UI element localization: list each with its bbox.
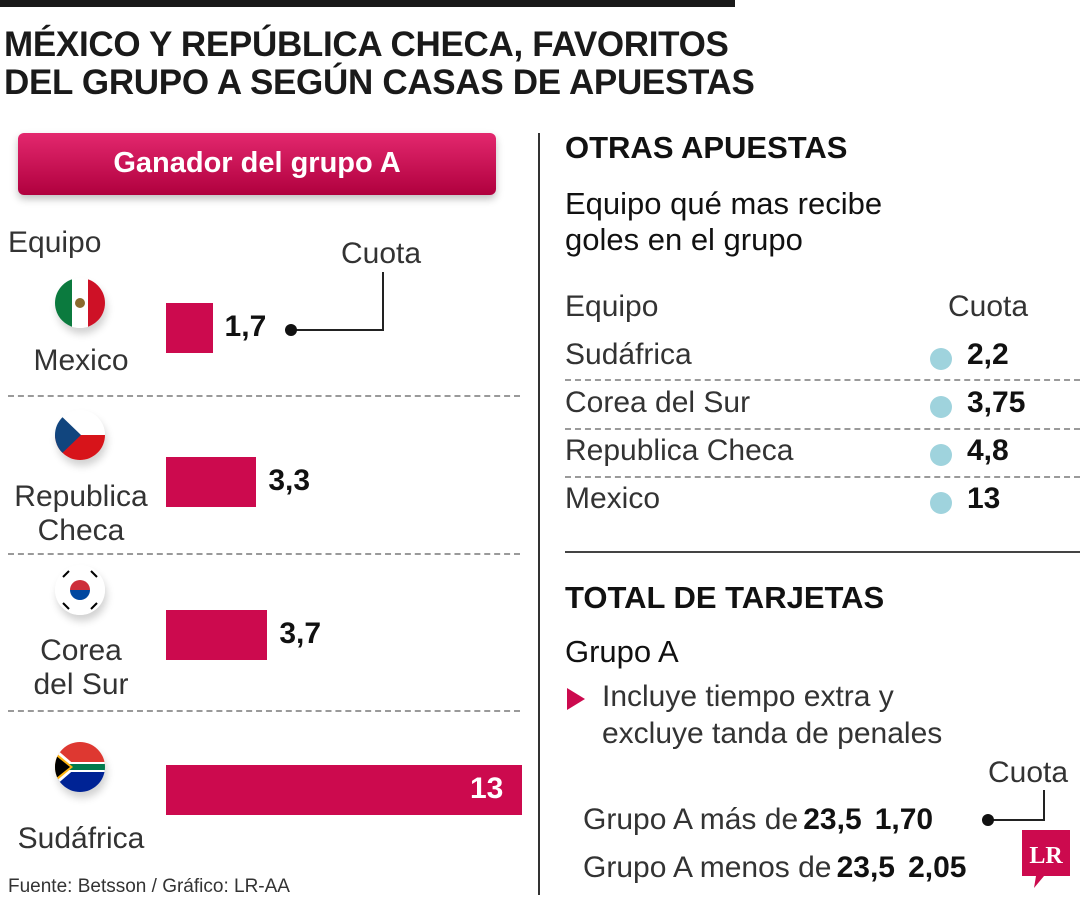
category-label: Sudáfrica: [17, 822, 145, 855]
bar-chart: 1,7 Mexico 3,3 Republica Checa 3,7 Corea del Su…: [14, 278, 522, 855]
divider: [8, 710, 520, 712]
otras-col-team: Equipo: [565, 290, 659, 323]
lr-logo: LR: [1022, 830, 1070, 888]
top-rule: [0, 0, 735, 7]
divider: [565, 379, 1080, 381]
category-header: Equipo: [8, 226, 102, 259]
chart-title: Ganador del grupo A: [113, 147, 401, 179]
odds-dot: [930, 396, 952, 418]
chart-title-banner: Ganador del grupo A: [18, 133, 496, 195]
column-divider: [538, 133, 540, 895]
title-line-2: DEL GRUPO A SEGÚN CASAS DE APUESTAS: [4, 63, 755, 102]
bar-value-label: 1,7: [224, 310, 267, 343]
bar-sud-frica: [166, 765, 522, 815]
otras-subtitle-line-2: goles en el grupo: [565, 222, 803, 257]
otras-subtitle-line-1: Equipo qué mas recibe: [565, 186, 883, 221]
tarjetas-bet-under: Grupo A menos de 23,5 2,05: [583, 851, 966, 885]
korea-flag-icon: [55, 565, 105, 615]
otras-row: Mexico 13: [565, 482, 1080, 530]
category-label: Republica: [14, 480, 148, 513]
bet-line: 23,5: [836, 851, 895, 884]
divider: [8, 395, 520, 397]
otras-row: Corea del Sur 3,75: [565, 386, 1080, 434]
odds-dot: [930, 348, 952, 370]
otras-team: Sudáfrica: [565, 338, 692, 371]
bar-corea-del-sur: [166, 610, 268, 660]
mexico-flag-icon: [55, 278, 105, 328]
category-label: Corea: [40, 634, 122, 667]
otras-odds: 3,75: [967, 386, 1026, 419]
section-divider: [565, 551, 1080, 553]
bar-value-label: 3,3: [268, 464, 311, 497]
otras-row: Sudáfrica 2,2: [565, 338, 1080, 386]
cuota-callout: [285, 272, 384, 336]
otras-team: Mexico: [565, 482, 661, 515]
bet-label: Grupo A menos de: [583, 851, 832, 884]
tarjetas-cuota-label: Cuota: [988, 756, 1069, 789]
source-note: Fuente: Betsson / Gráfico: LR-AA: [8, 876, 290, 897]
tarjetas-heading: TOTAL DE TARJETAS: [565, 580, 885, 615]
otras-team: Republica Checa: [565, 434, 794, 467]
category-label: del Sur: [33, 668, 129, 701]
bar-mexico: [166, 303, 213, 353]
otras-col-odds: Cuota: [948, 290, 1029, 323]
bar-republica-checa: [166, 457, 257, 507]
bar-value-label: 3,7: [279, 617, 322, 650]
otras-subtitle: Equipo qué mas recibe goles en el grupo: [565, 186, 882, 258]
bet-odds: 2,05: [908, 851, 967, 884]
otras-heading: OTRAS APUESTAS: [565, 130, 848, 165]
tarjetas-note: Incluye tiempo extra y excluye tanda de …: [602, 678, 942, 752]
divider: [565, 476, 1080, 478]
otras-odds: 4,8: [967, 434, 1009, 467]
bar-value-label: 13: [470, 772, 504, 805]
lr-logo-text: LR: [1029, 843, 1063, 869]
category-label: Checa: [37, 514, 125, 547]
otras-odds: 2,2: [967, 338, 1009, 371]
value-header: Cuota: [341, 237, 422, 270]
tarjetas-bet-over: Grupo A más de 23,5 1,70: [583, 803, 933, 837]
title-line-1: MÉXICO Y REPÚBLICA CHECA, FAVORITOS: [4, 25, 729, 64]
odds-dot: [930, 444, 952, 466]
divider: [8, 553, 520, 555]
czech-flag-icon: [55, 410, 105, 460]
divider: [565, 428, 1080, 430]
south-africa-flag-icon: [55, 742, 105, 792]
otras-team: Corea del Sur: [565, 386, 751, 419]
tarjetas-note-line-2: excluye tanda de penales: [602, 717, 943, 750]
tarjetas-callout: [982, 790, 1045, 826]
otras-odds: 13: [967, 482, 1001, 515]
odds-dot: [930, 492, 952, 514]
tarjetas-note-line-1: Incluye tiempo extra y: [602, 680, 894, 713]
bet-label: Grupo A más de: [583, 803, 799, 836]
tarjetas-group: Grupo A: [565, 634, 679, 669]
category-label: Mexico: [33, 344, 129, 377]
page-title: MÉXICO Y REPÚBLICA CHECA, FAVORITOS DEL …: [4, 26, 764, 102]
otras-row: Republica Checa 4,8: [565, 434, 1080, 482]
triangle-bullet-icon: [567, 688, 585, 710]
bet-line: 23,5: [803, 803, 862, 836]
bet-odds: 1,70: [874, 803, 934, 836]
